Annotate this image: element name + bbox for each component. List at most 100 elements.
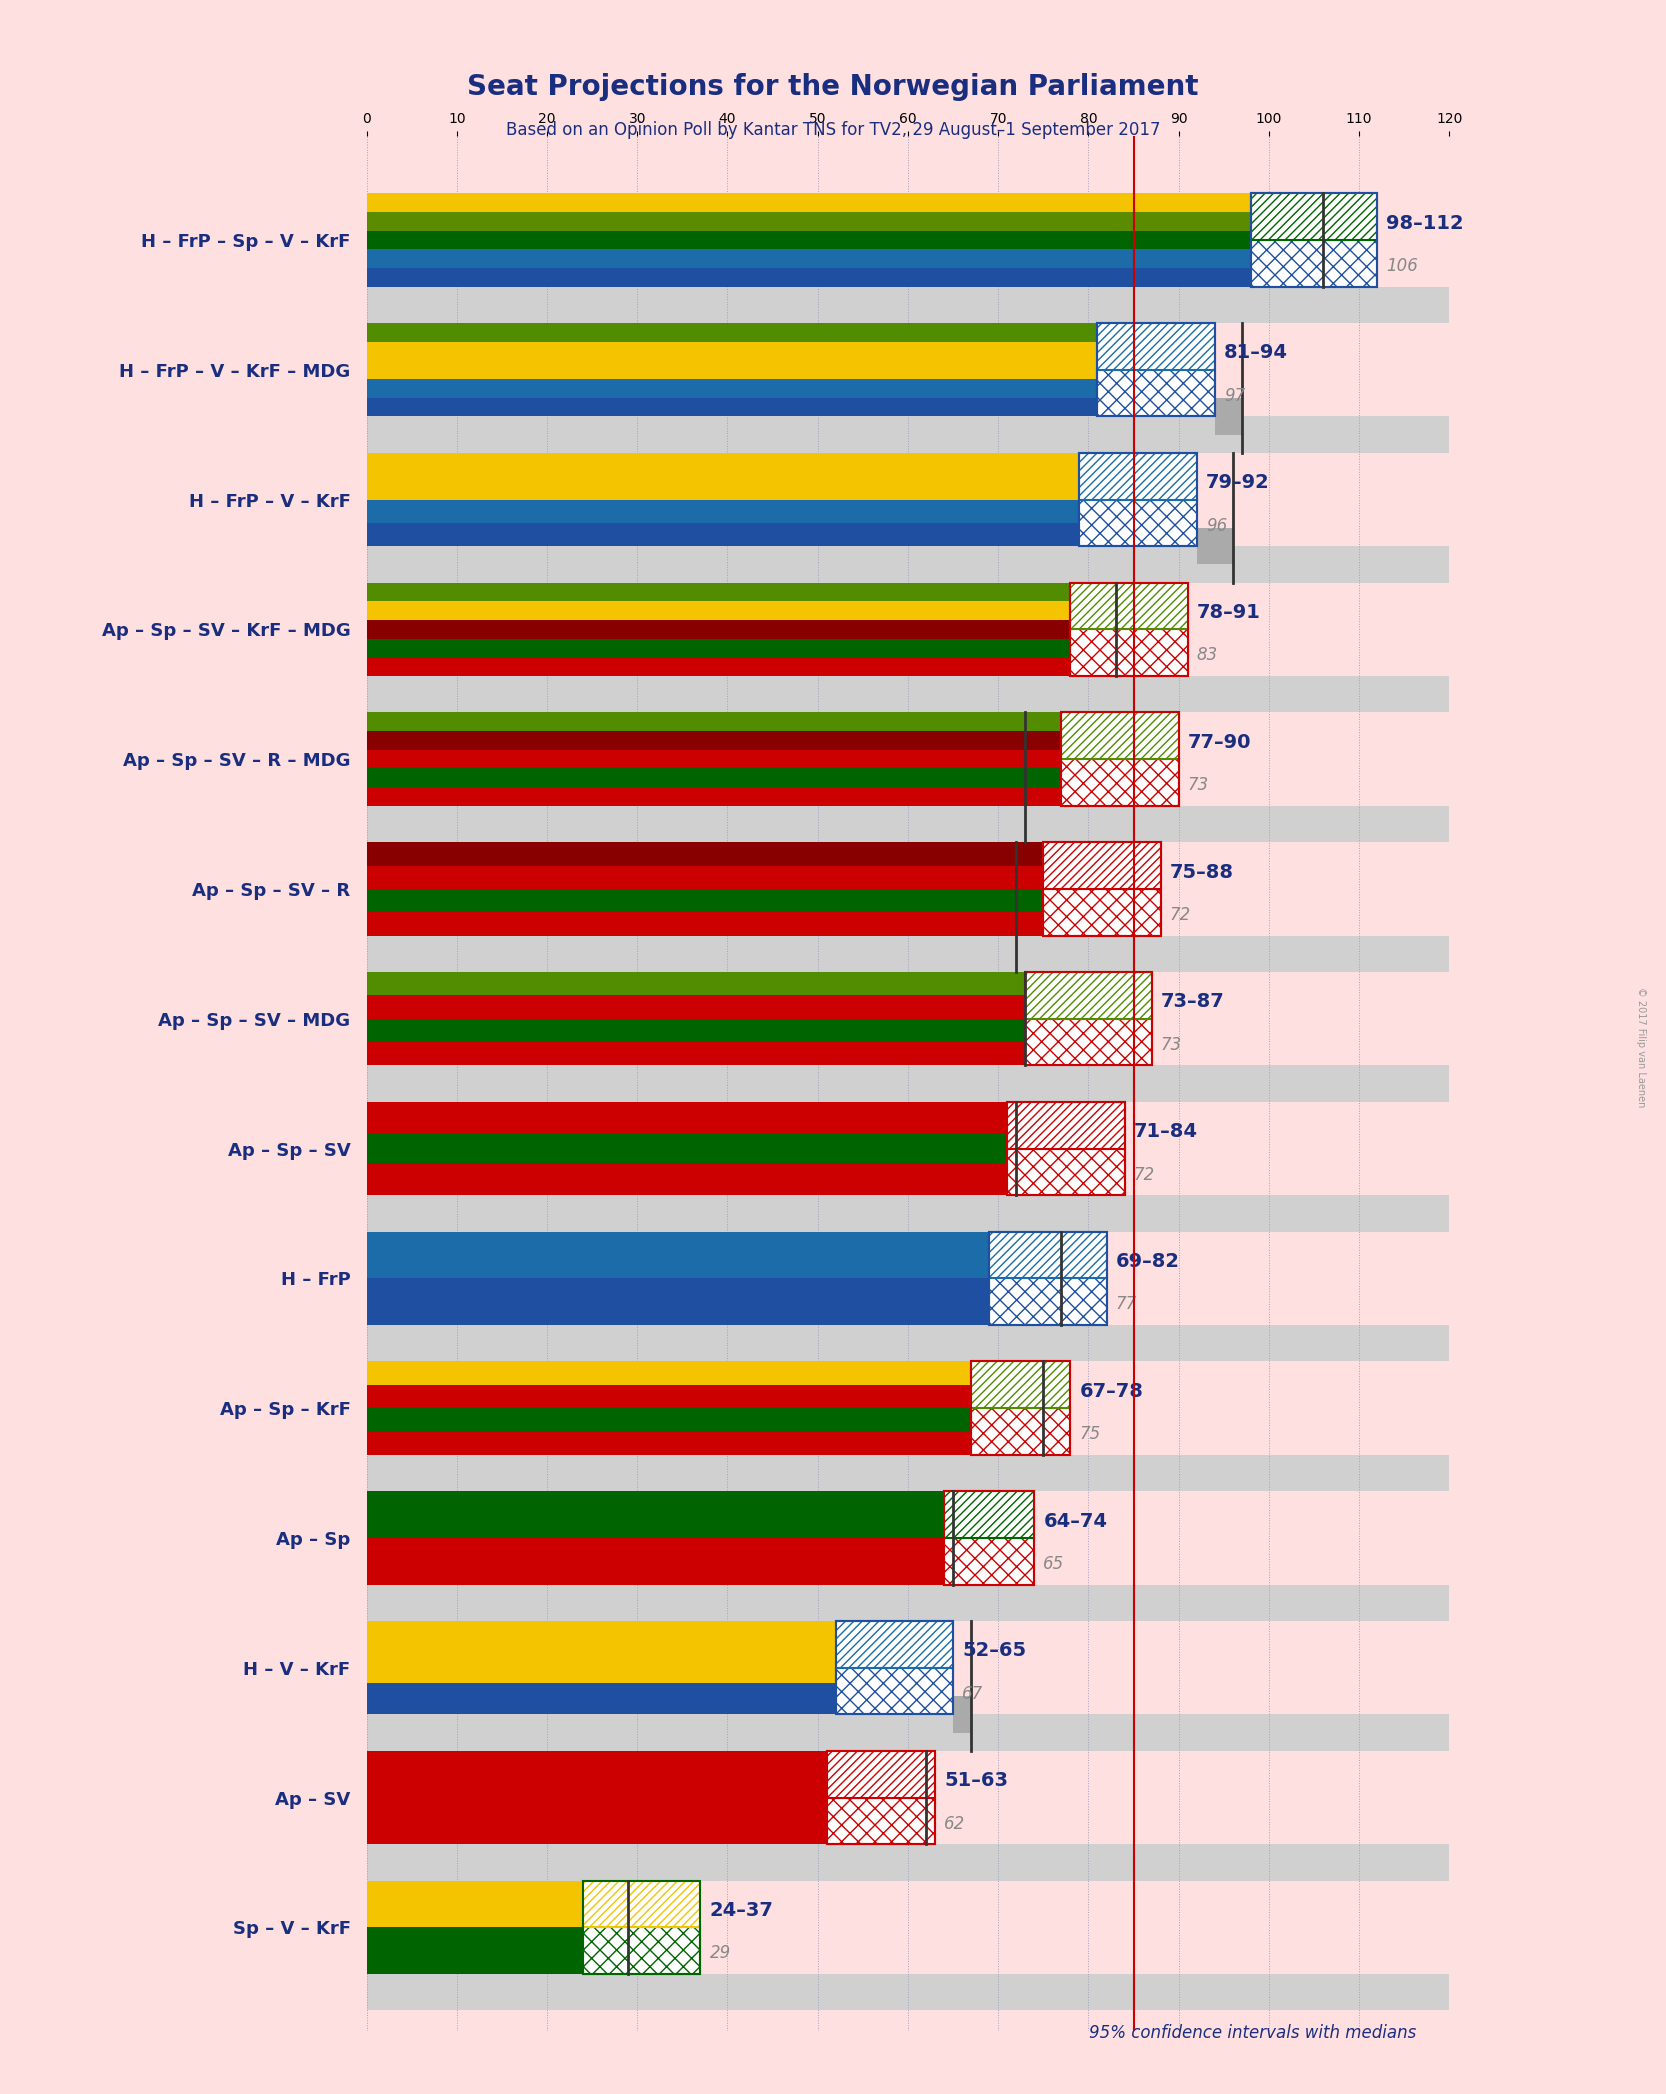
Text: 24–37: 24–37	[710, 1901, 773, 1920]
Bar	[367, 211, 1251, 230]
Text: 81–94: 81–94	[1225, 343, 1288, 362]
Bar	[367, 475, 1080, 500]
Bar	[826, 1751, 935, 1797]
Text: 67–78: 67–78	[1080, 1382, 1143, 1401]
Bar	[367, 890, 1043, 913]
Bar	[1061, 760, 1180, 806]
Bar	[953, 1696, 971, 1732]
Bar	[990, 1231, 1106, 1277]
Bar	[367, 1164, 1008, 1196]
Bar	[836, 1621, 953, 1667]
Text: Seat Projections for the Norwegian Parliament: Seat Projections for the Norwegian Parli…	[466, 73, 1200, 101]
Bar	[367, 731, 1061, 750]
Bar	[1080, 452, 1196, 500]
Bar	[367, 712, 1061, 731]
Bar	[367, 230, 1251, 249]
Bar	[367, 639, 1071, 658]
Bar	[367, 1926, 583, 1975]
Bar	[990, 1277, 1106, 1326]
Text: 83: 83	[1196, 647, 1218, 664]
Text: 73: 73	[1161, 1037, 1181, 1053]
Bar	[367, 249, 1251, 268]
Text: 78–91: 78–91	[1196, 603, 1261, 622]
Bar	[367, 1621, 836, 1652]
Bar	[367, 1066, 1449, 1101]
Bar	[367, 1277, 990, 1326]
Bar	[367, 1652, 836, 1684]
Bar	[1043, 842, 1161, 936]
Bar	[1008, 1101, 1125, 1148]
Bar	[1080, 500, 1196, 547]
Bar	[367, 1361, 971, 1384]
Bar	[367, 658, 1071, 676]
Bar	[367, 620, 1071, 639]
Bar	[367, 750, 1061, 768]
Text: 71–84: 71–84	[1133, 1122, 1198, 1141]
Bar	[367, 1432, 971, 1455]
Bar	[583, 1880, 700, 1926]
Text: 73–87: 73–87	[1161, 993, 1225, 1011]
Bar	[367, 1196, 1449, 1231]
Bar	[367, 524, 1080, 547]
Text: 75: 75	[1080, 1426, 1101, 1443]
Bar	[1080, 452, 1196, 547]
Bar	[1043, 890, 1161, 936]
Bar	[367, 601, 1071, 620]
Bar	[1025, 1020, 1151, 1066]
Bar	[367, 806, 1449, 842]
Bar	[836, 1621, 953, 1715]
Bar	[826, 1797, 935, 1845]
Bar	[367, 500, 1080, 524]
Text: 51–63: 51–63	[945, 1772, 1008, 1790]
Bar	[367, 913, 1043, 936]
Text: 65: 65	[1043, 1556, 1065, 1573]
Text: 72: 72	[1133, 1166, 1155, 1183]
Text: 106: 106	[1386, 258, 1418, 274]
Text: Based on an Opinion Poll by Kantar TNS for TV2, 29 August–1 September 2017: Based on an Opinion Poll by Kantar TNS f…	[506, 121, 1160, 140]
Bar	[367, 1751, 826, 1797]
Bar	[1008, 1101, 1125, 1196]
Bar	[990, 1231, 1106, 1326]
Bar	[367, 341, 1098, 360]
Bar	[971, 1361, 1070, 1455]
Bar	[367, 1384, 971, 1407]
Text: 77–90: 77–90	[1188, 733, 1251, 752]
Bar	[836, 1667, 953, 1715]
Bar	[367, 768, 1061, 787]
Bar	[367, 1491, 945, 1537]
Text: © 2017 Filip van Laenen: © 2017 Filip van Laenen	[1636, 986, 1646, 1108]
Bar	[1098, 322, 1215, 417]
Bar	[1061, 712, 1180, 760]
Bar	[367, 1537, 945, 1585]
Bar	[367, 1231, 990, 1277]
Bar	[367, 1845, 1449, 1880]
Bar	[945, 1537, 1035, 1585]
Bar	[367, 268, 1251, 287]
Bar	[367, 936, 1449, 972]
Bar	[1008, 1148, 1125, 1196]
Bar	[1071, 582, 1188, 676]
Text: 97: 97	[1225, 387, 1245, 404]
Bar	[367, 379, 1098, 398]
Bar	[826, 1751, 935, 1845]
Bar	[971, 1407, 1070, 1455]
Bar	[367, 193, 1251, 211]
Bar	[367, 1715, 1449, 1751]
Text: 73: 73	[1188, 777, 1210, 794]
Bar	[945, 1491, 1035, 1537]
Text: 79–92: 79–92	[1206, 473, 1269, 492]
Bar	[1251, 193, 1378, 287]
Bar	[367, 417, 1449, 452]
Bar	[367, 287, 1449, 322]
Text: 62: 62	[945, 1815, 965, 1832]
Text: 29: 29	[710, 1945, 731, 1962]
Bar	[367, 1326, 1449, 1361]
Bar	[367, 1455, 1449, 1491]
Bar	[367, 1043, 1025, 1066]
Bar	[367, 995, 1025, 1020]
Bar	[1251, 193, 1378, 241]
Text: 64–74: 64–74	[1043, 1512, 1108, 1531]
Bar	[1251, 241, 1378, 287]
Bar	[367, 1101, 1008, 1133]
Bar	[1061, 712, 1180, 806]
